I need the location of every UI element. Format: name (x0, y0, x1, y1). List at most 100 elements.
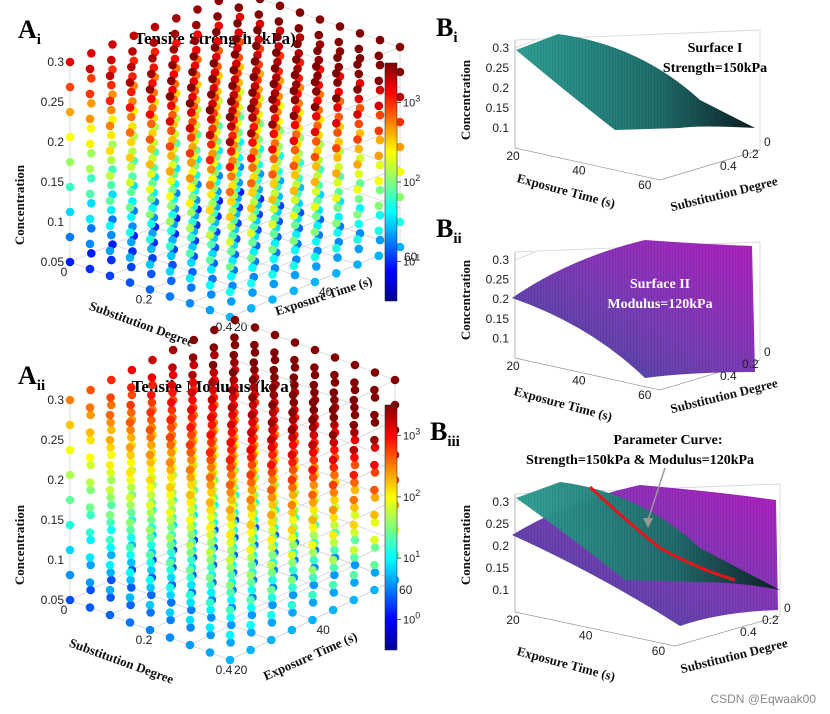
scatter-point (290, 245, 300, 255)
scatter-point (332, 244, 341, 253)
scatter-point (167, 498, 176, 507)
scatter-point (370, 368, 380, 377)
scatter-point (149, 38, 159, 47)
scatter-point (187, 580, 196, 590)
scatter-point (187, 258, 196, 267)
scatter-point (267, 618, 277, 627)
scatter-point (350, 503, 359, 512)
scatter-point (167, 276, 176, 286)
z-tick-label: 0.2 (47, 473, 64, 487)
scatter-point (226, 638, 235, 647)
scatter-point (208, 385, 218, 395)
scatter-point (246, 645, 255, 655)
scatter-point (205, 448, 215, 457)
scatter-point (207, 265, 216, 274)
scatter-point (187, 405, 196, 415)
scatter-point (328, 580, 338, 590)
scatter-point (332, 144, 341, 153)
scatter-point (247, 179, 256, 188)
scatter-point (127, 383, 136, 392)
scatter-point (105, 535, 115, 545)
scatter-point (85, 453, 95, 462)
scatter-point (250, 365, 259, 375)
scatter-point (228, 385, 237, 395)
scatter-point (147, 515, 156, 525)
scatter-point (86, 585, 95, 595)
z-tick-label: 0.05 (41, 255, 65, 269)
scatter-point (205, 130, 215, 140)
scatter-point (253, 25, 262, 35)
scatter-point (168, 60, 177, 70)
scatter-point (289, 286, 299, 296)
scatter-point (85, 403, 95, 412)
scatter-point (145, 110, 155, 119)
scatter-point (310, 252, 320, 262)
scatter-point (105, 460, 115, 470)
scatter-point (128, 47, 137, 56)
scatter-point (167, 473, 176, 482)
scatter-point (353, 260, 362, 269)
scatter-point (333, 253, 342, 262)
scatter-point (192, 20, 201, 30)
scatter-point (108, 40, 117, 49)
scatter-point (350, 428, 359, 437)
scatter-point (126, 500, 135, 510)
scatter-point (310, 277, 320, 287)
scatter-point (125, 418, 135, 427)
scatter-point (314, 30, 324, 40)
scatter-point (125, 253, 135, 262)
scatter-point (187, 388, 197, 397)
scatter-point (268, 575, 277, 585)
scatter-point (248, 288, 257, 297)
scatter-point (127, 433, 136, 442)
scatter-point (185, 299, 195, 308)
scatter-point (206, 430, 215, 440)
scatter-point (127, 87, 136, 97)
scatter-point (205, 180, 215, 190)
scatter-point (207, 290, 216, 299)
z-axis-label-aii: Concentration (12, 504, 27, 585)
scatter-point (247, 528, 256, 537)
scatter-point (312, 237, 321, 246)
z-tick-label: 0.3 (47, 393, 64, 407)
scatter-point (166, 490, 175, 500)
scatter-point (290, 195, 300, 205)
scatter-point (107, 475, 116, 485)
scatter-point (187, 530, 196, 540)
y-tick-label: 0.4 (720, 369, 737, 383)
scatter-point (167, 126, 176, 136)
scatter-point (205, 105, 215, 115)
z-tick-label: 0.3 (47, 55, 64, 69)
scatter-point (167, 398, 176, 407)
annotation-biii-line1: Parameter Curve: (614, 433, 723, 448)
scatter-point (350, 403, 359, 412)
scatter-point (350, 460, 360, 470)
scatter-point (267, 435, 276, 445)
x-tick-label: 0.4 (216, 663, 233, 677)
scatter-point (354, 94, 364, 104)
scatter-point (167, 176, 176, 186)
scatter-point (106, 443, 115, 452)
scatter-point (65, 520, 75, 530)
scatter-point (126, 550, 135, 560)
scatter-point (375, 110, 385, 120)
scatter-point (247, 304, 256, 313)
scatter-point (227, 595, 236, 605)
scatter-point (125, 78, 135, 87)
scatter-point (290, 120, 300, 130)
z-tick-label: 0.2 (492, 539, 509, 553)
scatter-point (188, 378, 198, 387)
scatter-point (106, 468, 115, 477)
scatter-point (229, 350, 239, 360)
scatter-point (288, 490, 298, 500)
scatter-point (126, 450, 135, 460)
scatter-point (329, 413, 339, 422)
scatter-point (308, 498, 318, 507)
scatter-point (267, 518, 277, 527)
scatter-point (186, 498, 195, 507)
scatter-point (290, 363, 300, 372)
scatter-point (185, 249, 195, 258)
scatter-point (268, 600, 277, 610)
scatter-point (267, 443, 277, 452)
